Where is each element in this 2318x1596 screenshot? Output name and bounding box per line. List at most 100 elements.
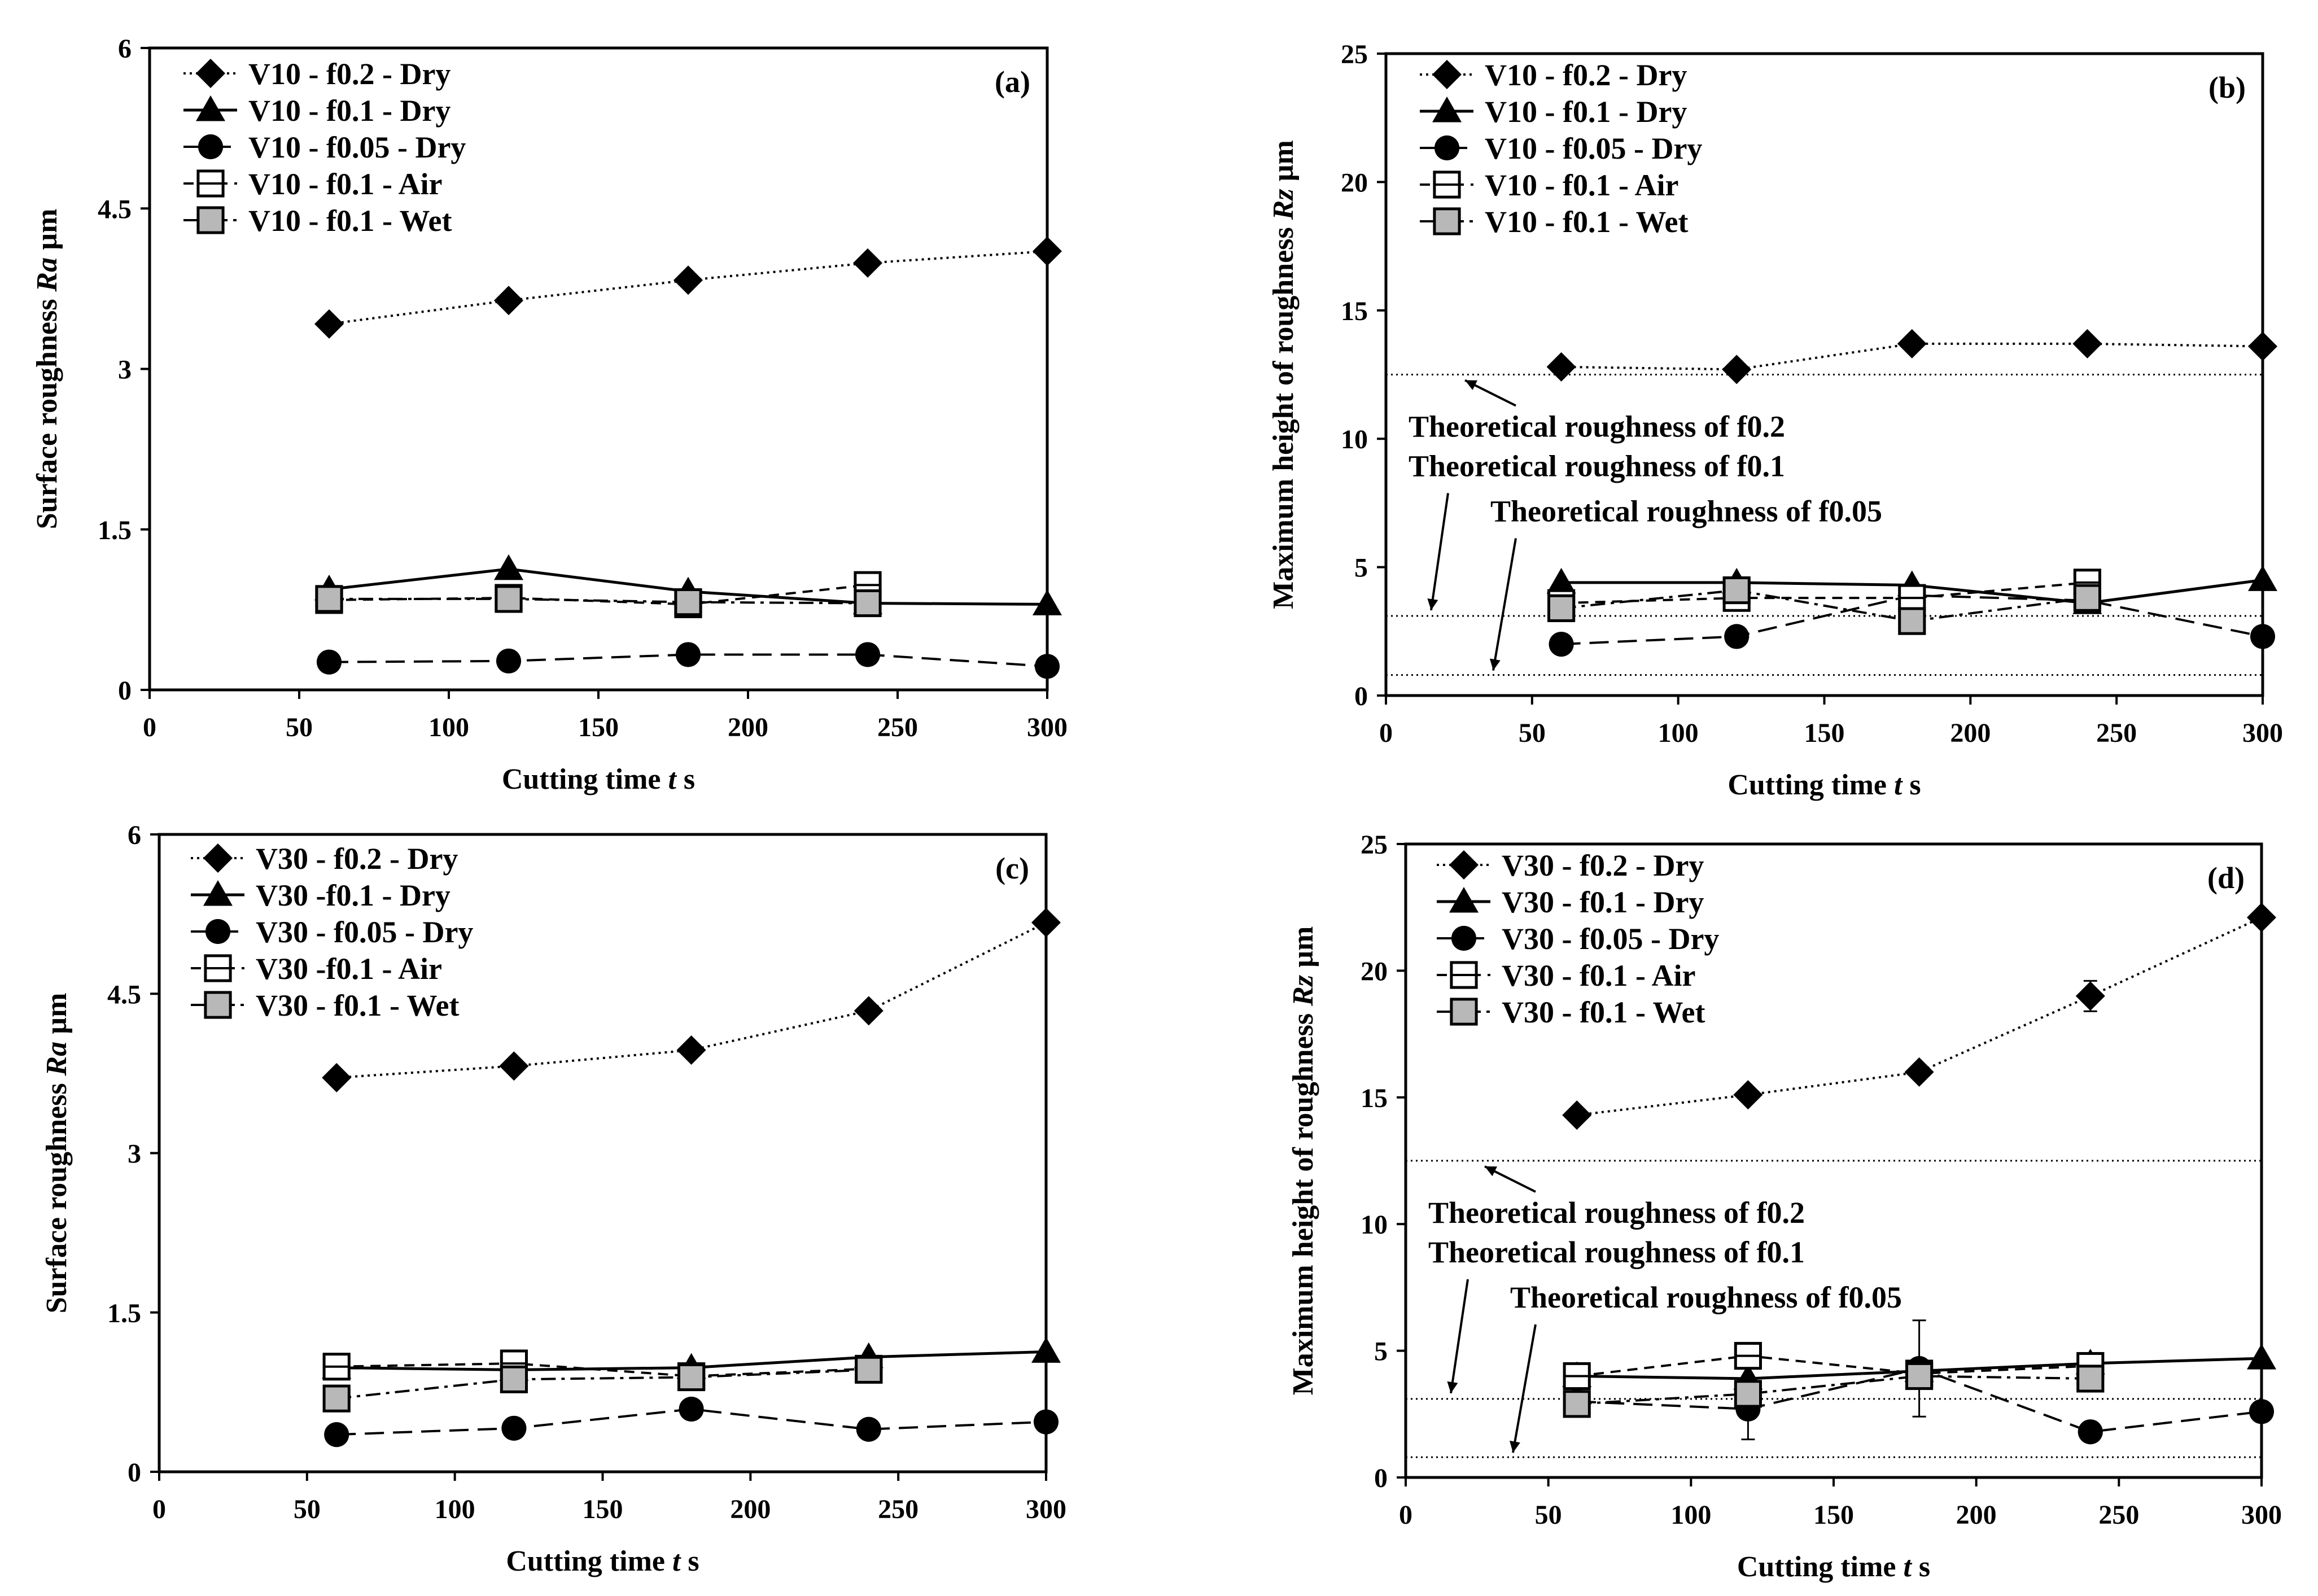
legend-marker	[1451, 925, 1477, 951]
x-tick-label: 200	[1956, 1500, 1997, 1530]
data-point	[2247, 1344, 2276, 1370]
data-point	[1546, 567, 1576, 594]
data-point	[1904, 1057, 1934, 1087]
data-point	[1546, 352, 1576, 382]
legend-marker	[1433, 207, 1461, 235]
series-diamond	[322, 908, 1061, 1092]
legend-label: V30 - f0.1 - Wet	[256, 989, 459, 1022]
panel-label: (b)	[2208, 71, 2246, 104]
y-tick-label: 6	[128, 820, 141, 850]
y-tick-label: 3	[128, 1139, 141, 1169]
x-tick-label: 0	[143, 712, 156, 742]
y-tick-label: 5	[1354, 553, 1368, 583]
annotation-arrowhead	[1485, 1166, 1497, 1177]
series-line	[1576, 1354, 2090, 1378]
data-point	[2248, 565, 2277, 591]
annotation-arrow	[1492, 538, 1517, 671]
y-tick-label: 25	[1361, 830, 1388, 860]
legend-label: V10 - f0.1 - Air	[248, 167, 442, 201]
data-point	[495, 585, 523, 613]
x-tick-label: 0	[1399, 1500, 1412, 1530]
data-point	[1733, 1080, 1763, 1110]
data-point	[500, 1365, 528, 1393]
series-diamond	[314, 237, 1062, 339]
series-square-grey	[1547, 576, 2102, 635]
y-tick-label: 15	[1361, 1083, 1388, 1113]
x-tick-label: 250	[2096, 718, 2137, 748]
x-tick-label: 50	[1519, 718, 1546, 748]
data-point	[1031, 908, 1061, 938]
series-square-grey	[322, 1355, 883, 1413]
data-point	[494, 554, 523, 580]
x-tick-label: 150	[1804, 718, 1845, 748]
data-point	[496, 648, 522, 674]
x-tick-label: 0	[1379, 718, 1393, 748]
data-point	[1897, 329, 1927, 358]
data-point	[673, 265, 703, 295]
x-tick-label: 50	[286, 712, 313, 742]
legend-marker	[1434, 135, 1460, 161]
y-tick-label: 15	[1341, 296, 1368, 326]
panel-label: (c)	[995, 851, 1029, 885]
series-line	[1561, 581, 2088, 605]
legend-marker	[196, 95, 225, 121]
data-point	[322, 1062, 352, 1092]
series-line	[1577, 1375, 2090, 1405]
data-point	[1033, 589, 1062, 615]
y-tick-label: 0	[1354, 681, 1368, 711]
y-tick-label: 0	[128, 1458, 141, 1488]
data-point	[855, 1355, 883, 1384]
legend-marker	[204, 991, 232, 1019]
data-point	[854, 589, 882, 618]
data-point	[2247, 903, 2276, 933]
legend-label: V30 - f0.05 - Dry	[256, 915, 473, 949]
x-tick-label: 0	[152, 1494, 166, 1524]
data-point	[853, 248, 882, 278]
data-point	[2072, 329, 2102, 358]
annotation-arrowhead	[1489, 658, 1501, 671]
annotation-arrowhead	[1465, 380, 1477, 390]
y-axis-label: Maximum height of roughness Rz µm	[1267, 140, 1300, 609]
series-circle	[324, 1396, 1059, 1448]
legend-label: V30 - f0.1 - Dry	[1502, 885, 1704, 919]
y-axis-label: Maximum height of roughness Rz µm	[1287, 926, 1319, 1396]
y-tick-label: 4.5	[98, 194, 132, 224]
data-point	[1547, 594, 1576, 622]
x-tick-label: 150	[578, 712, 619, 742]
x-tick-label: 300	[2241, 1500, 2282, 1530]
data-point	[674, 588, 702, 616]
annotation-arrow	[1450, 1279, 1469, 1394]
series-square-grey	[1563, 1362, 2105, 1418]
data-point	[1034, 654, 1060, 679]
annotation-arrow	[1512, 1324, 1537, 1453]
x-tick-label: 150	[1813, 1500, 1854, 1530]
chart-panel-1: 0 50 100 150 200 250 300 0 5 10 15 20 25 Cutting time…	[1267, 40, 2283, 801]
series-line	[329, 653, 1048, 668]
data-point	[1898, 607, 1926, 635]
x-tick-label: 150	[583, 1494, 623, 1524]
series-square-open	[1547, 569, 2102, 617]
data-point	[1562, 1100, 1592, 1130]
legend-label: V30 - f0.05 - Dry	[1502, 922, 1719, 956]
y-tick-label: 3	[118, 355, 132, 385]
data-point	[314, 309, 344, 339]
data-point	[1033, 1409, 1059, 1435]
reference-annotation: Theoretical roughness of f0.05	[1510, 1280, 1902, 1314]
reference-annotation: Theoretical roughness of f0.2	[1409, 410, 1785, 444]
x-tick-label: 300	[1027, 712, 1068, 742]
y-axis-label: Surface roughness Ra µm	[31, 209, 63, 530]
data-point	[679, 1396, 704, 1422]
y-tick-label: 25	[1341, 40, 1368, 69]
legend-label: V10 - f0.1 - Air	[1485, 168, 1678, 202]
x-tick-label: 250	[2098, 1500, 2139, 1530]
y-tick-label: 6	[118, 34, 132, 64]
reference-annotation: Theoretical roughness of f0.2	[1428, 1196, 1805, 1230]
data-point	[1905, 1362, 1934, 1391]
legend-marker	[196, 206, 225, 234]
data-point	[676, 1035, 706, 1065]
series-diamond	[1562, 903, 2276, 1130]
data-point	[2078, 1419, 2103, 1445]
series-diamond	[1546, 329, 2277, 384]
legend-label: V10 - f0.05 - Dry	[248, 130, 466, 164]
data-point	[322, 1384, 351, 1413]
